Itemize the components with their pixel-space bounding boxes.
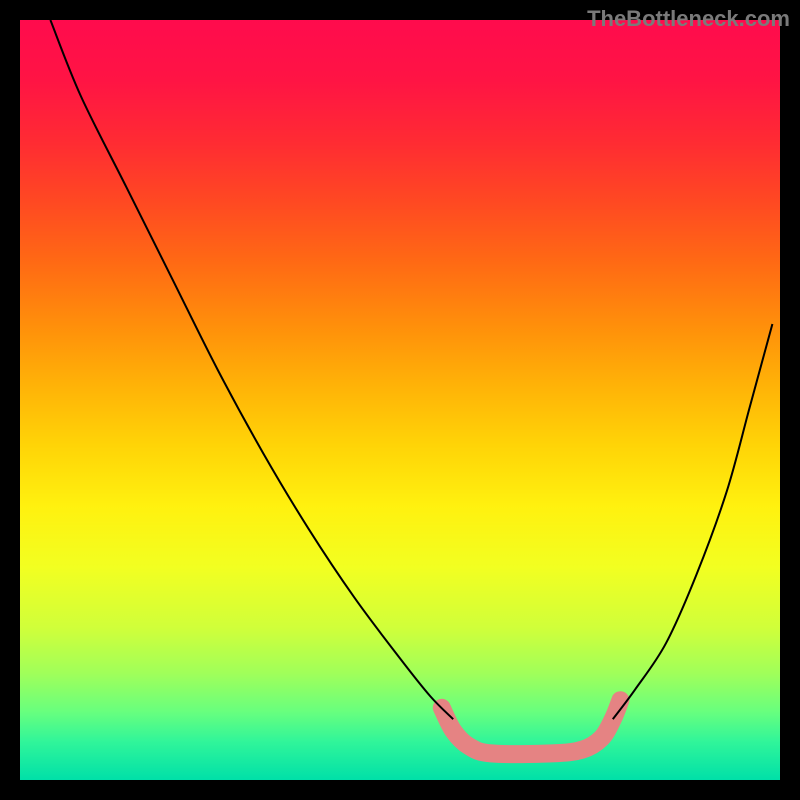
border-right — [780, 0, 800, 800]
plot-background — [20, 20, 780, 780]
chart-container: TheBottleneck.com — [0, 0, 800, 800]
watermark-text: TheBottleneck.com — [587, 6, 790, 32]
border-left — [0, 0, 20, 800]
bottleneck-chart — [0, 0, 800, 800]
border-bottom — [0, 780, 800, 800]
